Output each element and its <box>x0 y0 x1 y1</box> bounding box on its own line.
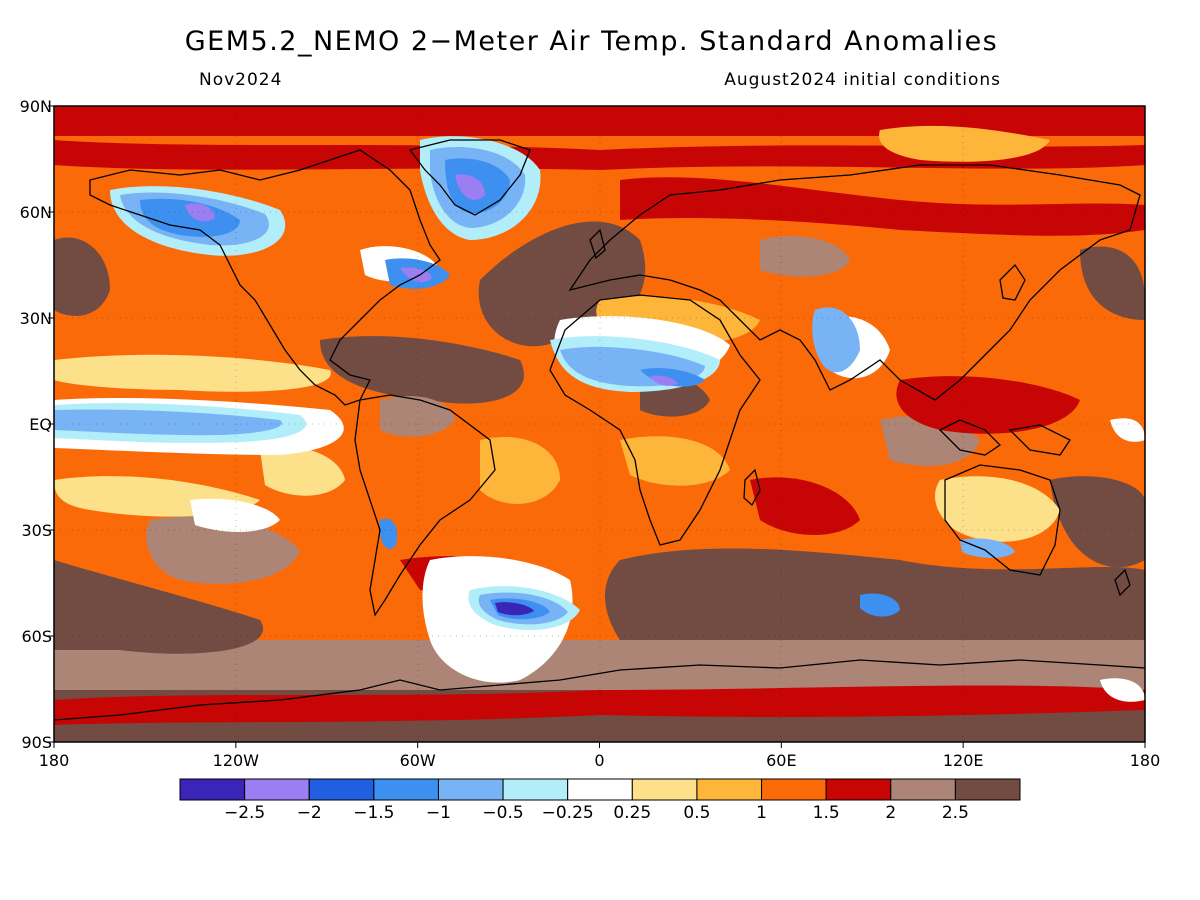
colorbar-swatch <box>373 778 439 801</box>
lat-label: 90N <box>20 97 52 116</box>
colorbar-swatch <box>631 778 698 801</box>
colorbar-swatch <box>244 778 310 801</box>
colorbar-label: 0.5 <box>683 803 710 823</box>
chart-title: GEM5.2_NEMO 2−Meter Air Temp. Standard A… <box>184 26 999 57</box>
lat-label: 90S <box>21 733 52 752</box>
colorbar-label: −2.5 <box>224 803 265 823</box>
lat-label: 30N <box>20 309 52 328</box>
colorbar-label: −1 <box>426 803 451 823</box>
colorbar-swatch <box>308 778 375 801</box>
longitude-axis: 180 120W 60W 0 60E 120E 180 <box>39 742 1161 770</box>
latitude-axis: 90N 60N 30N EQ 30S 60S 90S <box>20 97 54 752</box>
lon-label: 120W <box>213 751 260 770</box>
colorbar-swatch <box>696 778 763 801</box>
colorbar-swatch <box>567 778 633 801</box>
lon-label: 180 <box>39 751 70 770</box>
lon-label: 120E <box>943 751 984 770</box>
colorbar-label: 1 <box>756 803 767 823</box>
lat-label: 60S <box>21 627 52 646</box>
colorbar-swatch <box>437 778 504 801</box>
colorbar-swatch <box>179 778 246 801</box>
colorbar-swatch <box>825 778 892 801</box>
colorbar-swatch <box>502 778 569 801</box>
colorbar-label: 2.5 <box>942 803 969 823</box>
lon-label: 60W <box>400 751 436 770</box>
lat-label: EQ <box>29 415 52 434</box>
lat-label: 30S <box>21 521 52 540</box>
colorbar-label: −0.5 <box>482 803 523 823</box>
anomaly-field <box>54 106 1145 742</box>
colorbar-label: 0.25 <box>613 803 651 823</box>
colorbar-swatch <box>954 778 1021 801</box>
lat-label: 60N <box>20 203 52 222</box>
forecast-month-label: Nov2024 <box>199 70 283 90</box>
colorbar-swatch <box>890 778 956 801</box>
lon-label: 0 <box>594 751 604 770</box>
colorbar-label: 2 <box>885 803 896 823</box>
graticule <box>54 106 1145 742</box>
colorbar-swatch <box>761 778 827 801</box>
colorbar: −2.5 −2 −1.5 −1 −0.5 −0.25 0.25 0.5 1 1.5 2 2.5 <box>179 778 1021 823</box>
lon-label: 60E <box>766 751 796 770</box>
coastlines <box>54 139 1145 721</box>
lon-label: 180 <box>1130 751 1161 770</box>
colorbar-label: −0.25 <box>542 803 594 823</box>
colorbar-label: 1.5 <box>813 803 840 823</box>
colorbar-label: −1.5 <box>353 803 394 823</box>
colorbar-label: −2 <box>297 803 322 823</box>
initial-conditions-label: August2024 initial conditions <box>724 70 1001 90</box>
